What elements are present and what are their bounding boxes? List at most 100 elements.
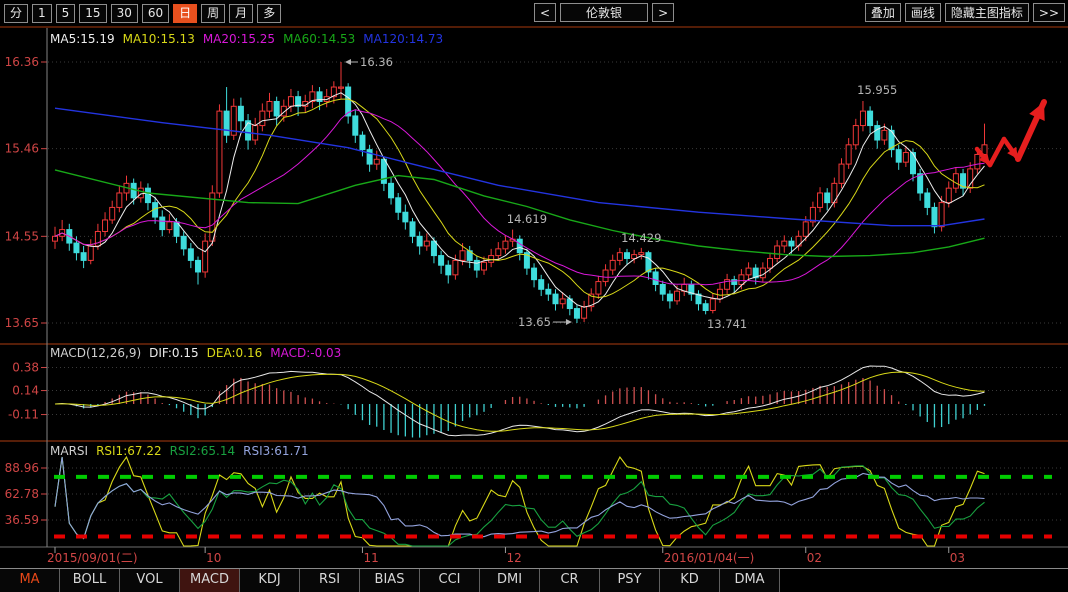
forecast-arrowhead (978, 153, 990, 165)
more-toolbar-button[interactable]: >> (1032, 3, 1065, 22)
candle-body (924, 192, 931, 208)
candle-body (430, 240, 437, 257)
ma-value-label: MA10:15.13 (122, 32, 195, 46)
candle-body (259, 110, 266, 127)
ma-value-label: MA20:15.25 (202, 32, 276, 46)
y-axis-label: 14.55 (5, 229, 39, 243)
x-axis-label: 12 (506, 551, 521, 565)
ma-value-label: MA5:15.19 (50, 32, 115, 46)
ma20-line (54, 109, 985, 286)
tab-kd[interactable]: KD (660, 569, 720, 592)
candle-body (616, 252, 623, 261)
price-annotation: 16.36 (360, 55, 393, 69)
symbol-button[interactable]: 伦敦银 (560, 3, 649, 22)
tab-dmi[interactable]: DMI (480, 569, 540, 592)
candle-body (359, 134, 366, 151)
y-axis-label: 0.38 (12, 361, 39, 375)
candle-body (874, 125, 881, 141)
candle-body (388, 182, 395, 199)
candle-body (559, 298, 566, 305)
period-15-button[interactable]: 15 (79, 3, 107, 23)
hide-main-indicator-button[interactable]: 隐藏主图指标 (944, 3, 1029, 22)
candle-body (573, 308, 580, 319)
period-day-button[interactable]: 日 (173, 3, 198, 23)
candle-body (752, 267, 759, 279)
annotation-arrow (345, 59, 351, 65)
y-axis-label: 16.36 (5, 55, 39, 69)
tab-rsi[interactable]: RSI (300, 569, 360, 592)
overlay-button[interactable]: 叠加 (864, 3, 901, 22)
dea-line (54, 371, 985, 432)
candle-body (338, 86, 344, 89)
candle-body (459, 250, 466, 261)
candle-body (817, 192, 824, 208)
forecast-arrowhead (1007, 146, 1018, 159)
candle-body (952, 173, 959, 189)
candle-body (588, 293, 595, 308)
candle-body (395, 197, 402, 213)
candle-body (166, 221, 173, 231)
toolbar: 分 1 5 15 30 60 日 周 月 多 < 伦敦银 > 叠加 画线 隐藏主… (0, 0, 1068, 28)
candle-body (159, 216, 166, 231)
candle-body (266, 100, 273, 112)
symbol-switcher: < 伦敦银 > (530, 3, 675, 22)
period-30-button[interactable]: 30 (110, 3, 138, 23)
candle-body (80, 252, 87, 261)
draw-line-button[interactable]: 画线 (904, 3, 941, 22)
chart-area[interactable]: 16.36 15.46 14.55 13.65 0.38 0.14 -0.11 88.96 62… (0, 26, 1068, 568)
tab-cr[interactable]: CR (540, 569, 600, 592)
candle-body (531, 267, 538, 281)
candle-body (845, 144, 852, 165)
candle-body (974, 153, 981, 170)
tab-bias[interactable]: BIAS (360, 569, 420, 592)
candle-body (859, 110, 866, 127)
tab-cci[interactable]: CCI (420, 569, 480, 592)
candle-body (788, 240, 795, 247)
period-more-button[interactable]: 多 (257, 3, 282, 23)
symbol-next-button[interactable]: > (652, 3, 675, 22)
candle-body (774, 245, 781, 259)
ma60-line (54, 169, 985, 258)
tab-dma[interactable]: DMA (720, 569, 780, 592)
tab-macd[interactable]: MACD (180, 569, 240, 592)
ma-value-label: MA120:14.73 (363, 32, 444, 46)
candle-body (910, 152, 916, 175)
candle-body (967, 168, 974, 189)
candle-body (702, 303, 709, 311)
candle-body (452, 259, 459, 276)
period-minute-button[interactable]: 分 (4, 3, 29, 23)
candle-body (402, 211, 409, 223)
candle-body (738, 274, 745, 285)
rsi-indicator-labels: MARSI RSI1:67.22 RSI2:65.14 RSI3:61.71 (50, 444, 317, 458)
forecast-arrow-segment (987, 136, 1007, 168)
tab-ma[interactable]: MA (0, 569, 60, 592)
candle-body (888, 129, 895, 151)
x-axis-label: 2016/01/04(一) (664, 551, 755, 565)
candle-body (438, 255, 445, 266)
candle-body (316, 91, 323, 102)
period-5-button[interactable]: 5 (55, 3, 76, 23)
candle-body (652, 271, 659, 285)
rsi-value-label: MARSI (50, 444, 89, 458)
rsi3-line (54, 456, 985, 540)
tab-boll[interactable]: BOLL (60, 569, 120, 592)
candle-body (745, 267, 752, 276)
candle-body (902, 152, 909, 163)
y-axis-label: -0.11 (8, 408, 39, 422)
symbol-prev-button[interactable]: < (534, 3, 557, 22)
candle-body (581, 306, 588, 319)
period-week-button[interactable]: 周 (201, 3, 226, 23)
price-annotation: 14.619 (507, 212, 547, 226)
forecast-arrowhead (1029, 102, 1045, 121)
period-month-button[interactable]: 月 (229, 3, 254, 23)
period-1-button[interactable]: 1 (32, 3, 52, 23)
tab-vol[interactable]: VOL (120, 569, 180, 592)
rsi-value-label: RSI3:61.71 (243, 444, 309, 458)
candle-body (781, 240, 788, 247)
tab-psy[interactable]: PSY (600, 569, 660, 592)
macd-value-label: DEA:0.16 (206, 346, 263, 360)
candle-body (345, 86, 352, 117)
candle-body (309, 91, 316, 102)
period-60-button[interactable]: 60 (141, 3, 170, 23)
tab-kdj[interactable]: KDJ (240, 569, 300, 592)
